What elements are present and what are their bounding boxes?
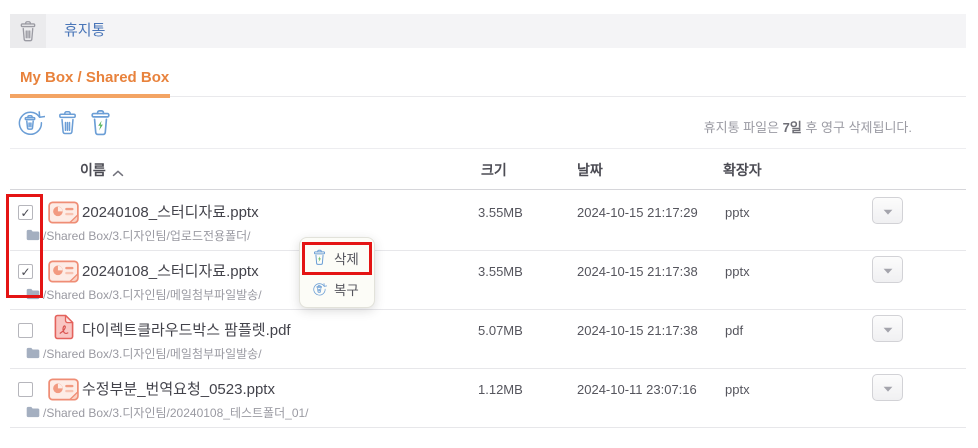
trash-icon	[10, 14, 46, 48]
table-header-divider	[10, 189, 966, 190]
file-date: 2024-10-15 21:17:38	[577, 323, 698, 338]
row-actions-dropdown-button[interactable]	[872, 374, 903, 401]
purge-button[interactable]	[85, 109, 115, 139]
column-header-ext[interactable]: 확장자	[723, 162, 762, 178]
table-row[interactable]: 다이렉트클라우드박스 팜플렛.pdf /Shared Box/3.디자인팀/메일…	[10, 310, 966, 369]
retention-hint-days: 7일	[782, 120, 802, 135]
trash-icon	[56, 110, 79, 139]
column-header-size[interactable]: 크기	[481, 162, 507, 178]
file-date: 2024-10-15 21:17:29	[577, 205, 698, 220]
menu-item-restore[interactable]: 복구	[300, 273, 374, 304]
chevron-down-icon	[883, 203, 893, 218]
table-row[interactable]: ✓ 20240108_스터디자료.pptx /Shared Box/3.디자인팀…	[10, 192, 966, 251]
trash-bolt-icon	[312, 249, 327, 266]
retention-hint-suffix: 후 영구 삭제됩니다.	[801, 120, 912, 135]
row-checkbox[interactable]: ✓	[18, 264, 33, 279]
file-ext: pptx	[725, 382, 750, 397]
chevron-down-icon	[883, 380, 893, 395]
file-path: /Shared Box/3.디자인팀/메일첨부파일발송/	[43, 288, 262, 302]
file-date: 2024-10-11 23:07:16	[577, 382, 697, 397]
file-size: 1.12MB	[478, 382, 523, 397]
file-name: 20240108_스터디자료.pptx	[82, 263, 259, 280]
pptx-file-icon	[48, 378, 79, 401]
column-header-name[interactable]: 이름	[80, 162, 106, 178]
menu-item-label: 복구	[334, 282, 359, 298]
chevron-up-icon	[112, 164, 124, 182]
file-ext: pptx	[725, 205, 750, 220]
chevron-down-icon	[883, 321, 893, 336]
retention-hint-prefix: 휴지통 파일은	[703, 120, 783, 135]
folder-icon	[26, 287, 40, 299]
row-checkbox[interactable]: ✓	[18, 205, 33, 220]
delete-button[interactable]	[53, 110, 81, 139]
folder-icon	[26, 405, 40, 417]
table-row[interactable]: ✓ 20240108_스터디자료.pptx /Shared Box/3.디자인팀…	[10, 251, 966, 310]
restore-button[interactable]	[13, 108, 47, 139]
file-path: /Shared Box/3.디자인팀/업로드전용폴더/	[43, 229, 251, 243]
chevron-down-icon	[883, 262, 893, 277]
retention-hint: 휴지통 파일은 7일 후 영구 삭제됩니다.	[704, 117, 912, 136]
file-name: 수정부분_번역요청_0523.pptx	[82, 381, 275, 398]
table-row[interactable]: 수정부분_번역요청_0523.pptx /Shared Box/3.디자인팀/2…	[10, 369, 966, 428]
page-title: 휴지통	[64, 22, 106, 39]
file-size: 5.07MB	[478, 323, 523, 338]
checkbox-check: ✓	[20, 264, 31, 279]
row-actions-dropdown-button[interactable]	[872, 197, 903, 224]
row-checkbox[interactable]	[18, 323, 33, 338]
pdf-file-icon	[53, 314, 75, 340]
menu-item-delete[interactable]: 삭제	[300, 242, 374, 273]
trash-bolt-icon	[88, 109, 113, 140]
file-list: ✓ 20240108_스터디자료.pptx /Shared Box/3.디자인팀…	[10, 192, 966, 428]
file-name: 20240108_스터디자료.pptx	[82, 204, 259, 221]
row-actions-dropdown-button[interactable]	[872, 315, 903, 342]
column-header-date[interactable]: 날짜	[577, 162, 603, 178]
row-actions-dropdown-button[interactable]	[872, 256, 903, 283]
trash-restore-icon	[312, 280, 327, 297]
file-path: /Shared Box/3.디자인팀/20240108_테스트폴더_01/	[43, 406, 309, 420]
context-menu: 삭제 복구	[299, 237, 375, 308]
tab-my-box-shared-box[interactable]: My Box / Shared Box	[20, 69, 170, 86]
menu-item-label: 삭제	[334, 251, 359, 267]
pptx-file-icon	[48, 260, 79, 283]
page-header	[10, 14, 966, 48]
file-size: 3.55MB	[478, 205, 523, 220]
folder-icon	[26, 346, 40, 358]
pptx-file-icon	[48, 201, 79, 224]
row-checkbox[interactable]	[18, 382, 33, 397]
divider	[10, 148, 966, 149]
file-ext: pptx	[725, 264, 750, 279]
tab-active-indicator	[10, 94, 170, 98]
file-path: /Shared Box/3.디자인팀/메일첨부파일발송/	[43, 347, 262, 361]
file-size: 3.55MB	[478, 264, 523, 279]
file-ext: pdf	[725, 323, 744, 338]
checkbox-check: ✓	[20, 205, 31, 220]
trash-restore-icon	[16, 108, 45, 140]
file-name: 다이렉트클라우드박스 팜플렛.pdf	[82, 322, 291, 339]
tab-divider	[170, 96, 966, 97]
file-date: 2024-10-15 21:17:38	[577, 264, 698, 279]
folder-icon	[26, 228, 40, 240]
